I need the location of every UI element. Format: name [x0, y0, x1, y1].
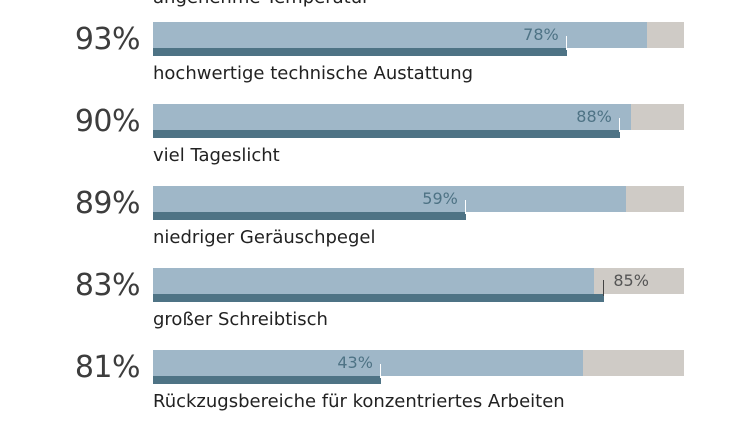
bar-row: 93% 78% hochwertige technische Austattung — [0, 22, 746, 104]
secondary-bar — [153, 376, 382, 384]
category-label-partial: angenehme Temperatur — [153, 0, 370, 8]
primary-bar — [153, 186, 626, 212]
secondary-value-tick — [380, 364, 382, 378]
horizontal-bar-chart: angenehme Temperatur 93% 78% hochwertige t… — [0, 0, 746, 412]
secondary-value-label: 88% — [576, 107, 612, 126]
secondary-value-label: 85% — [613, 271, 649, 290]
category-label: viel Tageslicht — [153, 145, 280, 166]
secondary-bar — [153, 48, 568, 56]
category-label: Rückzugsbereiche für konzentriertes Arbe… — [153, 391, 565, 412]
primary-value-label: 81% — [74, 350, 141, 385]
bar-row: 81% 43% Rückzugsbereiche für konzentrierte… — [0, 350, 746, 432]
secondary-value-tick — [603, 280, 605, 296]
category-label: hochwertige technische Austattung — [153, 63, 474, 84]
category-label: großer Schreibtisch — [153, 309, 328, 330]
secondary-value-tick — [619, 118, 621, 132]
bar-row: 83% 85% großer Schreibtisch — [0, 268, 746, 350]
bar-row: 89% 59% niedriger Geräuschpegel — [0, 186, 746, 268]
primary-bar — [153, 22, 647, 48]
bar-row: 90% 88% viel Tageslicht — [0, 104, 746, 186]
primary-value-label: 83% — [74, 268, 141, 303]
secondary-value-tick — [566, 36, 568, 50]
primary-bar — [153, 268, 594, 294]
primary-value-label: 93% — [74, 22, 141, 57]
secondary-value-label: 59% — [422, 189, 458, 208]
secondary-bar — [153, 294, 605, 302]
secondary-bar — [153, 130, 621, 138]
primary-bar — [153, 104, 631, 130]
primary-value-label: 89% — [74, 186, 141, 221]
primary-value-label: 90% — [74, 104, 141, 139]
secondary-value-tick — [465, 200, 467, 214]
primary-bar — [153, 350, 584, 376]
secondary-value-label: 43% — [337, 353, 373, 372]
secondary-bar — [153, 212, 467, 220]
category-label: niedriger Geräuschpegel — [153, 227, 376, 248]
secondary-value-label: 78% — [523, 25, 559, 44]
